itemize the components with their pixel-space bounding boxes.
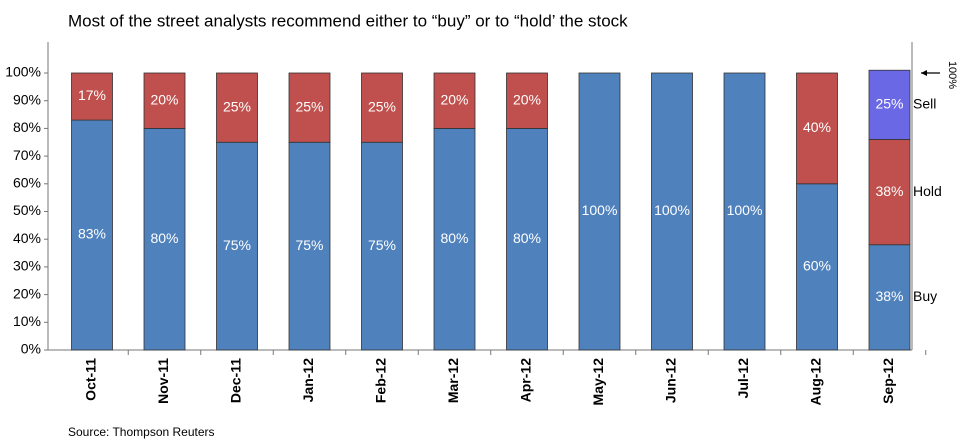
data-label: 20% (440, 91, 468, 107)
bar-segment (868, 244, 911, 351)
data-label: 75% (223, 237, 251, 253)
data-label: 25% (223, 98, 251, 114)
x-tick-label: Sep-12 (880, 358, 896, 404)
y-tick-label: 100% (5, 64, 41, 80)
bar-segment (506, 72, 548, 129)
data-label: 100% (727, 202, 763, 218)
annotation: 100% (946, 61, 958, 89)
y-tick-label: 40% (13, 230, 41, 246)
y-tick-label: 20% (13, 285, 41, 301)
bar-segment (143, 127, 186, 351)
data-label: 75% (295, 237, 323, 253)
annotation-arrow (921, 70, 940, 76)
data-label: 100% (582, 202, 618, 218)
bar-segment (361, 141, 403, 351)
x-tick-label: Jan-12 (300, 358, 316, 403)
bar-segment (868, 69, 911, 140)
bar-segment (651, 72, 693, 351)
bar-segment (71, 72, 113, 121)
bar-segment (433, 72, 476, 129)
data-label: 20% (150, 91, 178, 107)
bar-segment (506, 127, 548, 351)
x-tick-label: Apr-12 (518, 358, 534, 403)
bar-segment (361, 72, 403, 143)
data-label: 38% (875, 183, 903, 199)
data-label: 80% (150, 230, 178, 246)
bar-segment (143, 72, 186, 129)
bar-segment (71, 119, 113, 351)
x-tick-label: Jun-12 (663, 358, 679, 403)
data-label: 60% (803, 258, 831, 274)
x-tick-label: Jul-12 (735, 358, 751, 399)
legend-label: Hold (913, 183, 942, 199)
bar-segment (578, 72, 621, 351)
data-label: 100% (654, 202, 690, 218)
y-tick-label: 50% (13, 202, 41, 218)
bar-segment (868, 139, 911, 246)
bar-segment (723, 72, 766, 351)
legend-label: Buy (913, 288, 937, 304)
y-tick-label: 0% (21, 341, 41, 357)
bar-segment (796, 183, 838, 351)
data-label: 80% (440, 230, 468, 246)
chart-title: Most of the street analysts recommend ei… (68, 11, 628, 30)
data-label: 25% (875, 96, 903, 112)
x-tick-label: Nov-11 (155, 358, 171, 404)
y-tick-label: 70% (13, 147, 41, 163)
data-label: 25% (295, 98, 323, 114)
data-label: 75% (368, 237, 396, 253)
x-tick-label: Mar-12 (445, 358, 461, 403)
source-note: Source: Thompson Reuters (68, 425, 215, 439)
bar-segment (216, 141, 258, 351)
data-label: 40% (803, 119, 831, 135)
y-tick-label: 30% (13, 258, 41, 274)
y-tick-label: 10% (13, 313, 41, 329)
x-tick-label: Aug-12 (808, 358, 824, 406)
data-label: 17% (78, 87, 106, 103)
x-tick-label: Oct-11 (83, 358, 99, 401)
data-label: 83% (78, 226, 106, 242)
y-tick-label: 90% (13, 91, 41, 107)
bar-segment (216, 72, 258, 143)
bar-segment (288, 141, 331, 351)
x-tick-label: Feb-12 (373, 358, 389, 403)
bar-segment (796, 72, 838, 185)
x-tick-label: Dec-11 (228, 358, 244, 403)
data-label: 80% (513, 230, 541, 246)
data-label: 38% (875, 288, 903, 304)
bar-segment (288, 72, 331, 143)
data-label: 20% (513, 91, 541, 107)
x-tick-label: May-12 (590, 358, 606, 406)
y-tick-label: 60% (13, 175, 41, 191)
legend-label: Sell (913, 96, 936, 112)
y-tick-label: 80% (13, 119, 41, 135)
data-label: 25% (368, 98, 396, 114)
